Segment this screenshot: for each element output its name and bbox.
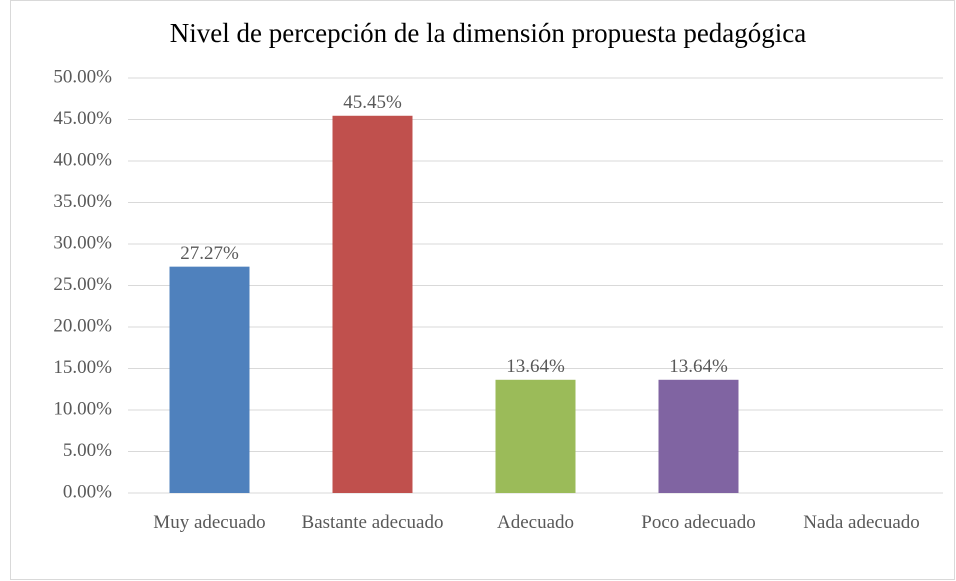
y-tick-label: 35.00% xyxy=(53,191,112,212)
y-tick-label: 20.00% xyxy=(53,315,112,336)
y-tick-label: 25.00% xyxy=(53,274,112,295)
bar xyxy=(495,379,576,493)
y-tick-label: 10.00% xyxy=(53,398,112,419)
y-tick-label: 50.00% xyxy=(53,66,112,87)
y-tick-label: 0.00% xyxy=(63,481,112,502)
y-tick-label: 15.00% xyxy=(53,357,112,378)
x-tick-label: Bastante adecuado xyxy=(301,512,444,533)
y-tick-label: 30.00% xyxy=(53,232,112,253)
x-tick-label: Poco adecuado xyxy=(641,512,756,533)
y-tick-label: 5.00% xyxy=(63,440,112,461)
data-label: 13.64% xyxy=(669,356,728,377)
y-tick-label: 40.00% xyxy=(53,149,112,170)
bar xyxy=(658,379,739,493)
x-tick-label: Nada adecuado xyxy=(803,512,920,533)
x-tick-label: Adecuado xyxy=(496,512,575,533)
data-label: 13.64% xyxy=(506,356,565,377)
bar xyxy=(332,115,413,493)
bar xyxy=(169,266,250,493)
chart-border xyxy=(10,0,955,580)
x-tick-label: Muy adecuado xyxy=(153,512,266,533)
data-label: 45.45% xyxy=(343,92,402,113)
chart-title: Nivel de percepción de la dimensión prop… xyxy=(170,18,807,48)
y-tick-label: 45.00% xyxy=(53,108,112,129)
data-label: 27.27% xyxy=(180,243,239,264)
